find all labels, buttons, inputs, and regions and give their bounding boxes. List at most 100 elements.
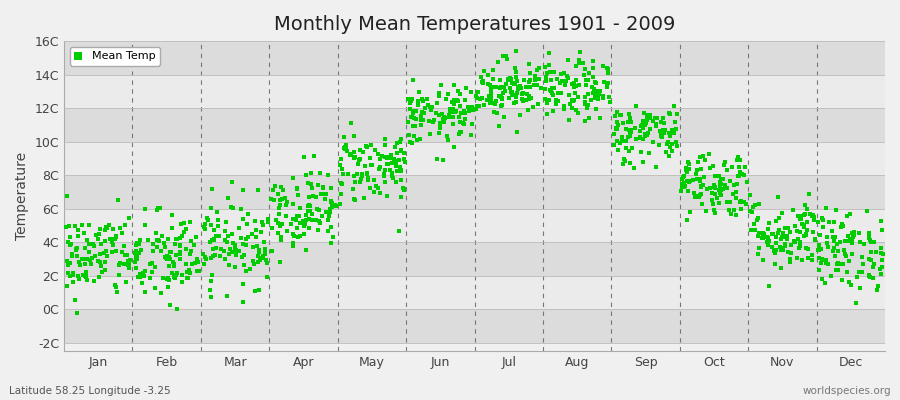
Mean Temp [356, 172, 370, 179]
Mean Temp [337, 134, 351, 140]
Mean Temp [562, 116, 577, 123]
Mean Temp [450, 97, 464, 104]
Mean Temp [707, 210, 722, 216]
Mean Temp [219, 218, 233, 225]
Mean Temp [353, 156, 367, 162]
Mean Temp [680, 164, 694, 171]
Mean Temp [720, 199, 734, 206]
Mean Temp [191, 259, 205, 266]
Mean Temp [112, 271, 126, 278]
Mean Temp [302, 202, 317, 208]
Mean Temp [633, 134, 647, 140]
Mean Temp [403, 106, 418, 112]
Mean Temp [862, 230, 877, 236]
Mean Temp [272, 210, 286, 217]
Mean Temp [830, 241, 844, 247]
Mean Temp [730, 157, 744, 163]
Mean Temp [751, 215, 765, 222]
Mean Temp [369, 183, 383, 190]
Mean Temp [274, 183, 288, 190]
Mean Temp [727, 207, 742, 213]
Mean Temp [87, 278, 102, 284]
Mean Temp [312, 218, 327, 224]
Mean Temp [706, 201, 720, 208]
Mean Temp [302, 208, 317, 214]
Mean Temp [677, 173, 691, 179]
Mean Temp [556, 106, 571, 112]
Mean Temp [714, 192, 728, 198]
Mean Temp [767, 248, 781, 254]
Mean Temp [563, 101, 578, 108]
Mean Temp [163, 248, 177, 255]
Mean Temp [751, 251, 765, 258]
Mean Temp [158, 254, 172, 260]
Mean Temp [863, 237, 878, 243]
Mean Temp [655, 128, 670, 134]
Mean Temp [771, 214, 786, 221]
Bar [64, 75, 885, 108]
Mean Temp [154, 248, 168, 254]
Mean Temp [498, 114, 512, 120]
Mean Temp [660, 141, 674, 148]
Mean Temp [861, 272, 876, 279]
Mean Temp [241, 234, 256, 240]
Mean Temp [760, 226, 775, 233]
Mean Temp [410, 137, 424, 143]
Mean Temp [551, 90, 565, 96]
Mean Temp [714, 190, 728, 196]
Mean Temp [373, 156, 387, 163]
Bar [64, 309, 885, 343]
Mean Temp [780, 234, 795, 240]
Mean Temp [347, 133, 362, 139]
Mean Temp [380, 155, 394, 161]
Mean Temp [304, 180, 319, 187]
Mean Temp [66, 250, 80, 257]
Mean Temp [428, 109, 443, 116]
Mean Temp [109, 233, 123, 240]
Mean Temp [806, 214, 821, 221]
Mean Temp [347, 197, 362, 203]
Mean Temp [513, 84, 527, 91]
Mean Temp [201, 216, 215, 223]
Mean Temp [827, 245, 842, 252]
Mean Temp [822, 219, 836, 225]
Mean Temp [518, 77, 532, 83]
Mean Temp [578, 118, 592, 124]
Mean Temp [432, 112, 446, 118]
Mean Temp [122, 260, 136, 267]
Mean Temp [386, 175, 400, 182]
Mean Temp [489, 98, 503, 105]
Mean Temp [778, 234, 793, 240]
Mean Temp [454, 110, 468, 116]
Mean Temp [716, 176, 730, 182]
Mean Temp [275, 196, 290, 202]
Mean Temp [183, 218, 197, 225]
Mean Temp [508, 99, 523, 105]
Mean Temp [372, 166, 386, 172]
Mean Temp [65, 252, 79, 259]
Mean Temp [806, 213, 820, 220]
Mean Temp [634, 148, 649, 155]
Mean Temp [681, 179, 696, 185]
Mean Temp [653, 132, 668, 139]
Mean Temp [712, 173, 726, 180]
Mean Temp [451, 98, 465, 104]
Mean Temp [557, 104, 572, 110]
Mean Temp [783, 229, 797, 236]
Mean Temp [104, 239, 119, 245]
Mean Temp [562, 91, 576, 98]
Mean Temp [291, 234, 305, 240]
Mean Temp [760, 234, 775, 241]
Mean Temp [167, 275, 182, 281]
Mean Temp [766, 230, 780, 237]
Mean Temp [121, 258, 135, 264]
Mean Temp [615, 134, 629, 140]
Mean Temp [792, 213, 806, 220]
Mean Temp [595, 92, 609, 99]
Mean Temp [569, 107, 583, 113]
Mean Temp [847, 229, 861, 235]
Mean Temp [649, 164, 663, 170]
Mean Temp [697, 182, 711, 188]
Mean Temp [129, 248, 143, 254]
Text: Latitude 58.25 Longitude -3.25: Latitude 58.25 Longitude -3.25 [9, 386, 171, 396]
